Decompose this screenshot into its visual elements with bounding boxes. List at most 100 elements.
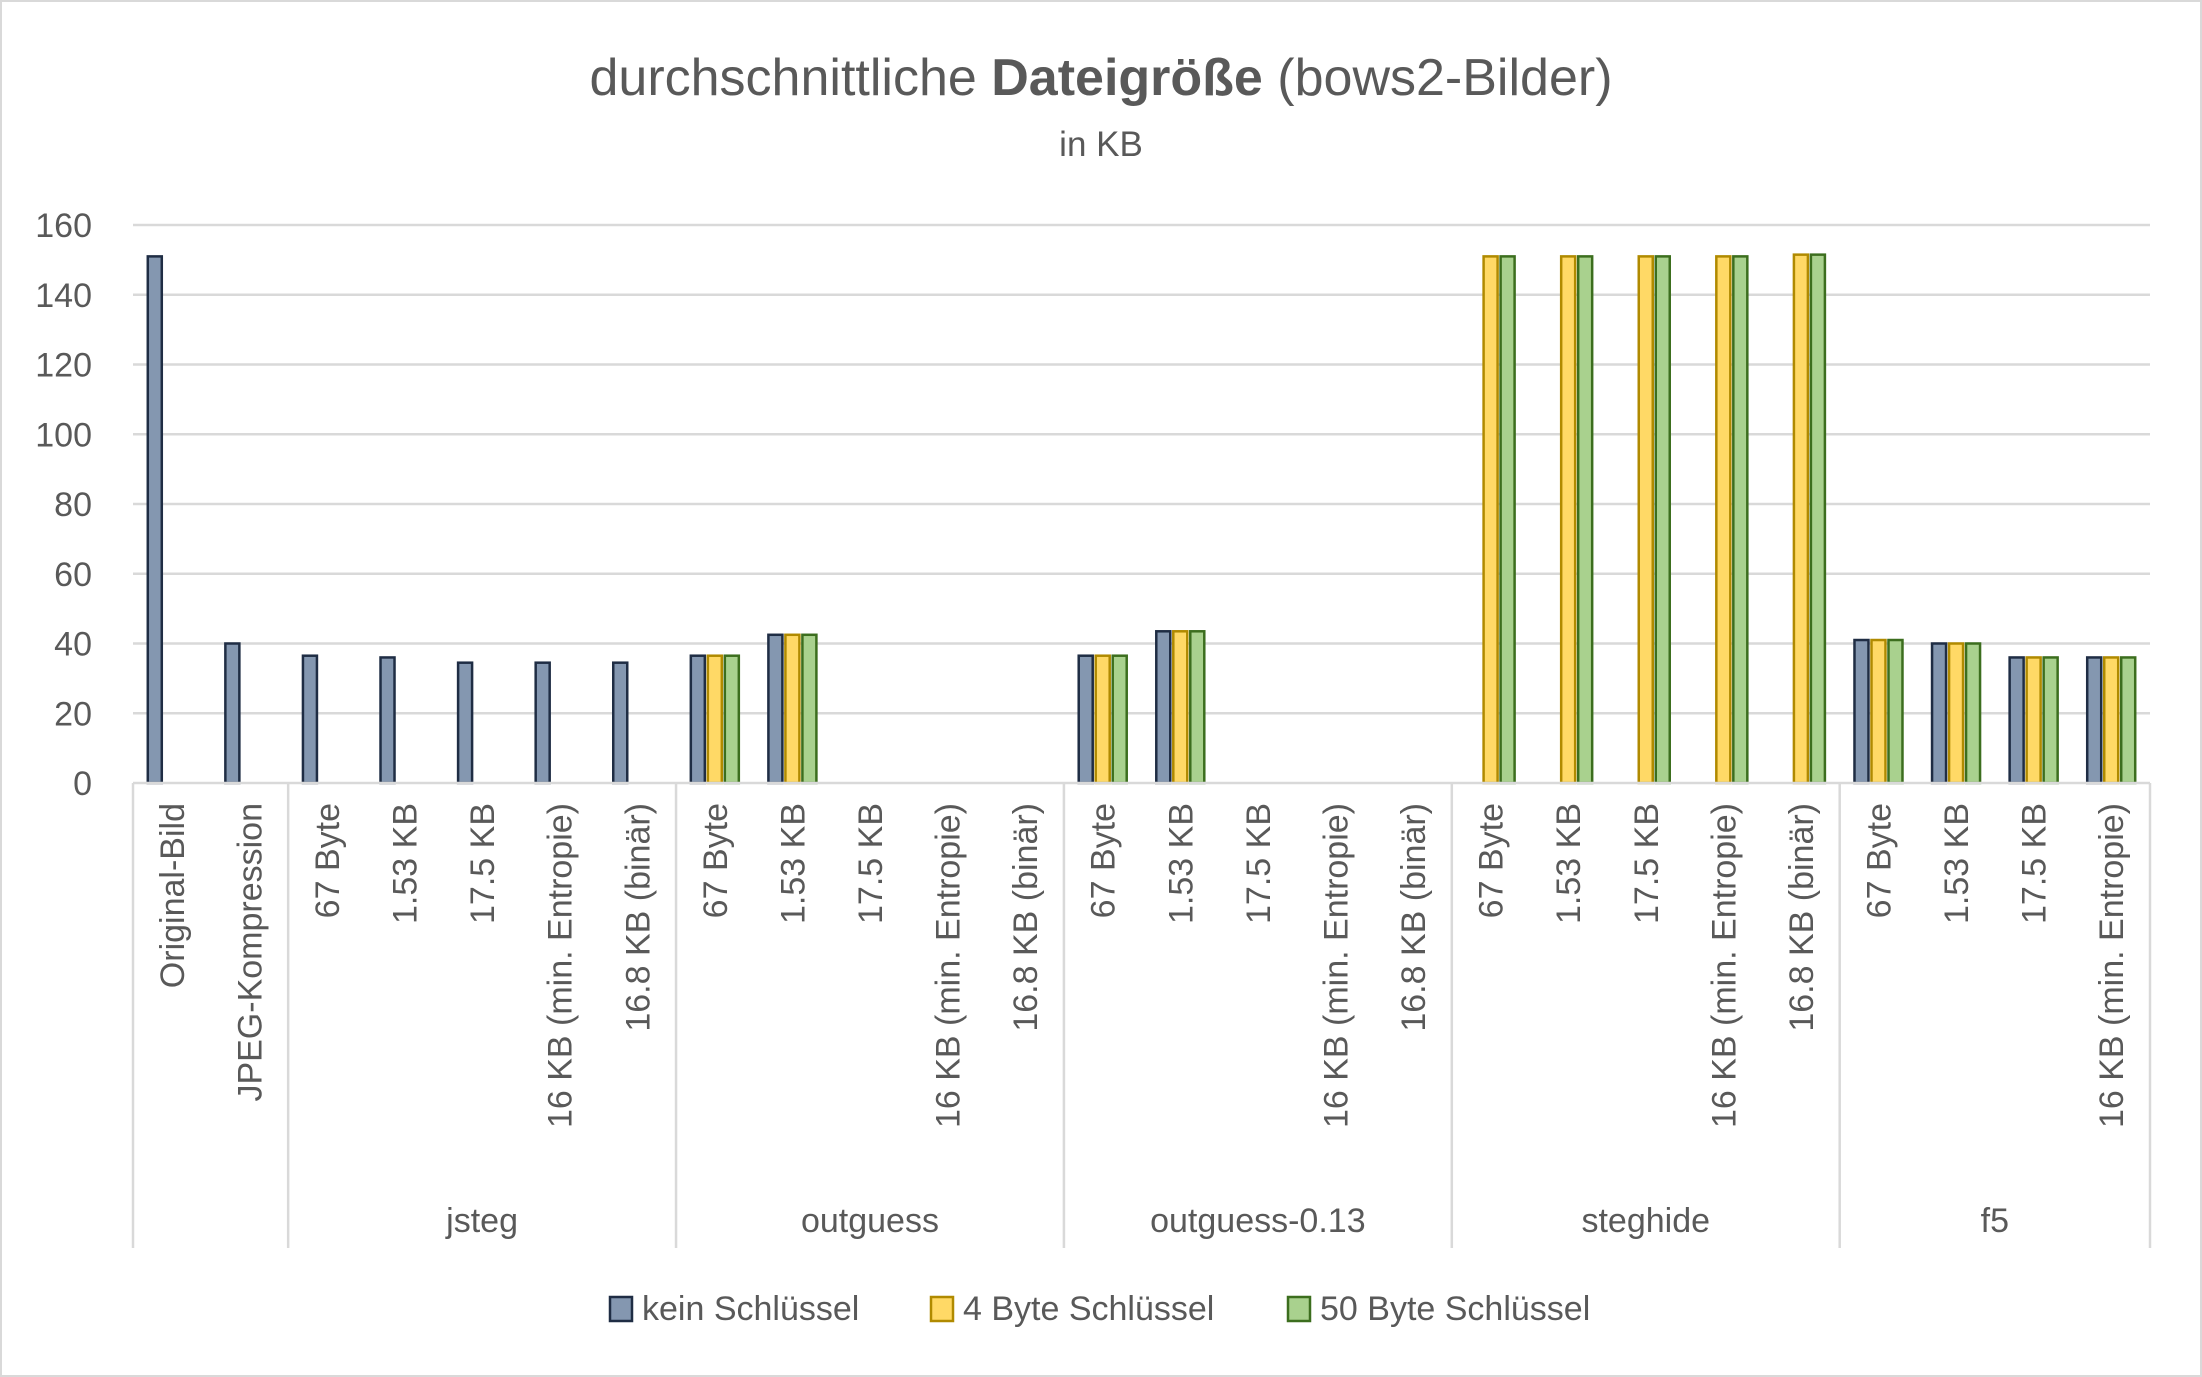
legend-label: 50 Byte Schlüssel — [1320, 1290, 1590, 1328]
bar — [1809, 253, 1827, 785]
bar — [2008, 656, 2025, 785]
x-tick-label: 17.5 KB — [852, 803, 890, 924]
bar — [1853, 638, 1870, 785]
bar — [1792, 253, 1810, 785]
x-tick-label: 16 KB (min. Entropie) — [930, 803, 968, 1128]
bar — [612, 661, 629, 785]
bar — [2085, 656, 2103, 785]
x-tick-label: Original-Bild — [154, 803, 192, 988]
bar — [2102, 656, 2120, 785]
bar — [1077, 654, 1094, 785]
group-label: outguess-0.13 — [1150, 1202, 1366, 1240]
bar — [706, 654, 724, 785]
x-tick-label: 16 KB (min. Entropie) — [1317, 803, 1355, 1128]
bar — [767, 633, 784, 785]
bar — [689, 654, 707, 785]
chart-title-prefix: durchschnittliche — [589, 49, 991, 107]
x-tick-label: 16.8 KB (binär) — [619, 803, 657, 1032]
bar — [1732, 255, 1749, 785]
bar — [1715, 255, 1732, 785]
bar — [224, 642, 241, 785]
x-axis-category-labels: Original-Bild JPEG-Kompression 67 Byte 1.53… — [154, 803, 2131, 1128]
bar — [1155, 630, 1172, 785]
bar — [801, 633, 818, 785]
bar — [1559, 255, 1577, 785]
x-tick-label: 67 Byte — [309, 803, 347, 918]
bar — [301, 654, 319, 785]
bar — [1637, 255, 1654, 785]
x-tick-label: 1.53 KB — [1938, 803, 1976, 924]
bar — [379, 656, 396, 785]
y-tick-label: 120 — [35, 347, 92, 385]
x-tick-label: 1.53 KB — [387, 803, 425, 924]
x-tick-label: 17.5 KB — [464, 803, 502, 924]
chart-subtitle: in KB — [1059, 125, 1143, 164]
x-axis-group-labels: jsteg outguess outguess-0.13 steghide f5 — [445, 1202, 2009, 1240]
bar — [784, 633, 801, 785]
x-tick-label: 17.5 KB — [2016, 803, 2054, 924]
x-tick-label: 17.5 KB — [1240, 803, 1278, 924]
x-tick-label: 1.53 KB — [774, 803, 812, 924]
x-tick-label: 67 Byte — [1473, 803, 1511, 918]
y-tick-label: 0 — [73, 765, 92, 803]
bar — [1499, 255, 1516, 785]
bars — [146, 253, 2137, 785]
bar — [1576, 255, 1594, 785]
y-tick-label: 160 — [35, 207, 92, 245]
group-label: jsteg — [445, 1202, 518, 1240]
bar — [1482, 255, 1499, 785]
y-tick-label: 40 — [54, 626, 92, 664]
bar — [1172, 630, 1189, 785]
x-tick-label: 1.53 KB — [1162, 803, 1200, 924]
bar — [1947, 642, 1965, 785]
x-tick-label: 16.8 KB (binär) — [1395, 803, 1433, 1032]
bar — [2042, 656, 2059, 785]
legend-swatch — [1286, 1295, 1312, 1323]
bar — [2119, 656, 2137, 785]
chart-title: durchschnittliche Dateigröße (bows2-Bild… — [589, 49, 1612, 107]
legend-swatch — [929, 1295, 955, 1323]
x-axis — [131, 781, 2152, 1248]
group-label: f5 — [1981, 1202, 2009, 1240]
bar — [1964, 642, 1982, 785]
x-tick-label: 67 Byte — [1860, 803, 1898, 918]
y-tick-label: 140 — [35, 277, 92, 315]
y-tick-label: 80 — [54, 486, 92, 524]
x-tick-label: 16.8 KB (binär) — [1783, 803, 1821, 1032]
legend-label: 4 Byte Schlüssel — [963, 1290, 1214, 1328]
bar — [1094, 654, 1111, 785]
x-tick-label: 16 KB (min. Entropie) — [1705, 803, 1743, 1128]
bar — [2025, 656, 2042, 785]
chart-title-bold: Dateigröße — [991, 49, 1263, 107]
x-tick-label: 16 KB (min. Entropie) — [542, 803, 580, 1128]
bar — [146, 255, 164, 785]
x-tick-label: JPEG-Kompression — [231, 803, 269, 1102]
x-tick-label: 67 Byte — [697, 803, 735, 918]
y-tick-label: 100 — [35, 416, 92, 454]
legend: kein Schlüssel 4 Byte Schlüssel 50 Byte Sc… — [608, 1290, 1590, 1328]
bar — [1930, 642, 1948, 785]
group-label: steghide — [1581, 1202, 1710, 1240]
bar — [456, 661, 474, 785]
y-axis-ticks: 0 20 40 60 80 100 120 140 160 — [35, 207, 92, 803]
bar — [1189, 630, 1206, 785]
x-tick-label: 16 KB (min. Entropie) — [2093, 803, 2131, 1128]
x-tick-label: 1.53 KB — [1550, 803, 1588, 924]
bar — [1111, 654, 1128, 785]
y-tick-label: 20 — [54, 695, 92, 733]
legend-swatch — [608, 1295, 634, 1323]
x-tick-label: 67 Byte — [1085, 803, 1123, 918]
y-tick-label: 60 — [54, 556, 92, 594]
x-tick-label: 16.8 KB (binär) — [1007, 803, 1045, 1032]
bar — [723, 654, 741, 785]
bar — [1887, 638, 1904, 785]
bar — [534, 661, 551, 785]
legend-label: kein Schlüssel — [642, 1290, 859, 1328]
bar — [1870, 638, 1887, 785]
chart-title-suffix: (bows2-Bilder) — [1263, 49, 1613, 107]
bar — [1654, 255, 1671, 785]
x-tick-label: 17.5 KB — [1628, 803, 1666, 924]
group-label: outguess — [801, 1202, 939, 1240]
